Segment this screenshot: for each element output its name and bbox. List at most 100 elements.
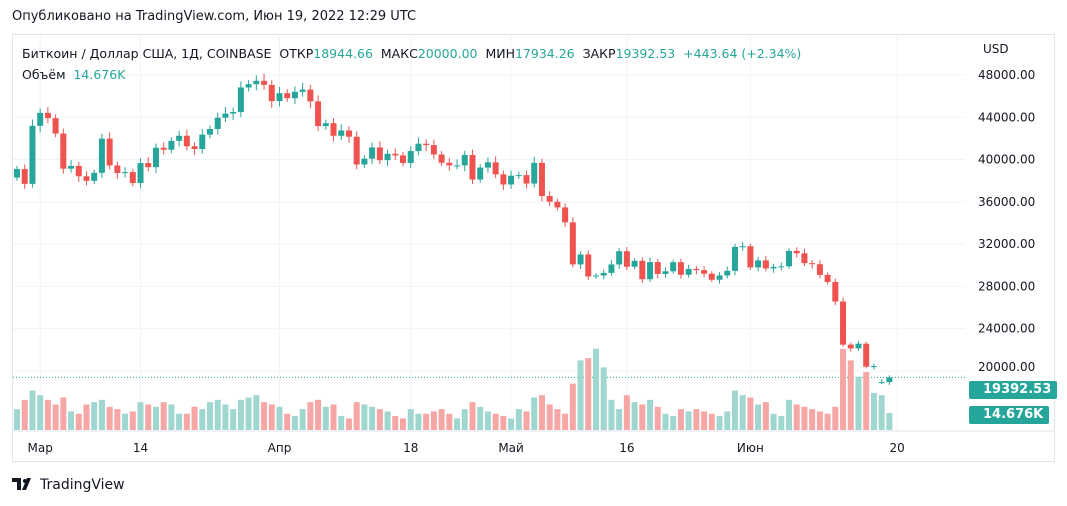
candle-body (538, 162, 545, 197)
candle-body (129, 172, 136, 184)
volume-bar (237, 399, 244, 430)
volume-bar (809, 409, 816, 430)
volume-bar (183, 413, 190, 430)
candle-body (299, 89, 306, 92)
close-value: 19392.53 (615, 46, 676, 61)
volume-bar (523, 411, 530, 430)
currency-label[interactable]: USD (983, 42, 1009, 56)
candle-body (484, 162, 491, 168)
candle-body (855, 343, 862, 349)
change-value: +443.64 (+2.34%) (683, 46, 802, 61)
candle-body (245, 84, 252, 88)
candle-body (345, 130, 352, 137)
candle-body (122, 172, 129, 174)
candle-body (168, 140, 175, 150)
candle-body (569, 222, 576, 265)
volume-label: Объём (22, 67, 66, 82)
volume-bar (253, 395, 260, 430)
volume-bar (207, 402, 213, 430)
tradingview-logo[interactable]: TradingView (12, 477, 125, 493)
candle-body (654, 262, 661, 274)
candle-body (222, 113, 229, 118)
volume-bar (623, 395, 630, 430)
volume-bar (870, 392, 877, 430)
candle-body (677, 262, 684, 275)
symbol-title[interactable]: Биткоин / Доллар США, 1Д, COINBASE (22, 46, 272, 61)
candle-body (75, 165, 82, 177)
chart-legend: Биткоин / Доллар США, 1Д, COINBASE ОТКР1… (22, 43, 801, 85)
volume-bar (840, 348, 847, 430)
candle-body (353, 136, 360, 165)
candle-body (207, 129, 213, 135)
candle-body (52, 118, 59, 134)
candle-body (44, 112, 51, 119)
volume-bar (469, 402, 476, 430)
x-tick-label: Апр (268, 441, 292, 455)
volume-bar (199, 409, 206, 430)
candle-body (183, 135, 190, 147)
volume-bar (191, 406, 198, 430)
volume-bar (129, 411, 136, 430)
candle-body (291, 91, 298, 99)
volume-bar (608, 399, 615, 430)
x-tick-label: 18 (403, 441, 418, 455)
last-price-badge: 19392.53 (969, 381, 1058, 399)
candle-body (832, 281, 839, 302)
y-tick-label: 40000.00 (978, 153, 1035, 167)
candle-body (546, 196, 553, 202)
x-tick-label: 16 (619, 441, 634, 455)
candle-body (770, 266, 777, 269)
volume-bar (778, 416, 785, 430)
volume-bar (14, 409, 20, 430)
volume-bar (824, 413, 831, 430)
candle-body (747, 246, 754, 268)
volume-bar (878, 395, 885, 430)
candle-body (106, 138, 113, 166)
candle-body (68, 165, 75, 169)
volume-bar (546, 404, 553, 430)
volume-bar (245, 397, 252, 430)
candle-body (469, 155, 476, 180)
volume-bar (276, 406, 283, 430)
candle-body (60, 133, 67, 169)
candle-body (886, 377, 893, 383)
volume-bar (392, 416, 399, 430)
candle-body (500, 174, 507, 185)
candle-body (237, 87, 244, 112)
candle-body (461, 155, 468, 166)
candle-body (724, 270, 731, 276)
volume-bar (44, 399, 51, 430)
candle-body (793, 250, 800, 254)
candle-body (670, 262, 677, 272)
volume-bar (268, 404, 275, 430)
volume-bar (21, 399, 28, 430)
volume-bar (755, 404, 762, 430)
y-tick-label: 36000.00 (978, 195, 1035, 209)
volume-bar (569, 383, 576, 430)
volume-bar (430, 411, 437, 430)
candle-body (98, 138, 105, 173)
volume-bar (345, 418, 352, 430)
volume-bar (701, 411, 708, 430)
candle-body (415, 143, 422, 152)
candle-body (515, 175, 522, 177)
candle-body (778, 266, 785, 268)
candle-body (878, 382, 885, 384)
candle-body (585, 254, 592, 277)
volume-bar (538, 395, 545, 430)
chart-frame (12, 34, 1055, 462)
candle-body (477, 167, 484, 180)
candle-body (214, 117, 221, 130)
volume-bar (75, 413, 82, 430)
candle-body (809, 263, 816, 265)
candle-body (430, 145, 437, 155)
candle-body (369, 147, 376, 159)
published-caption: Опубликовано на TradingView.com, Июн 19,… (12, 9, 417, 24)
candle-body (191, 146, 198, 149)
close-label: ЗАКР (582, 46, 616, 61)
volume-bar (315, 399, 322, 430)
logo-text: TradingView (40, 477, 125, 493)
candle-body (407, 151, 414, 163)
candle-body (762, 260, 769, 269)
